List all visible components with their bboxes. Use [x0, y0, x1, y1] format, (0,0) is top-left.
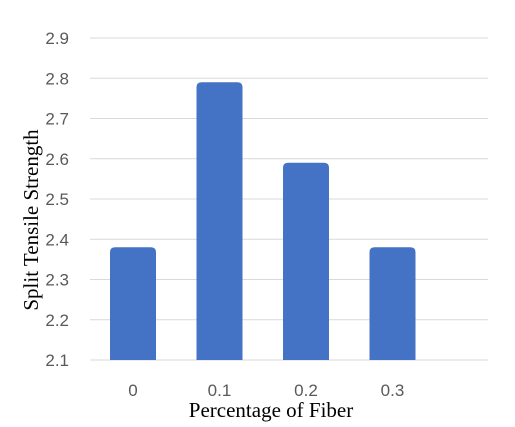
y-tick-label: 2.8 — [45, 69, 69, 88]
x-tick-label: 0.2 — [294, 381, 318, 400]
y-axis-title: Split Tensile Strength — [19, 129, 43, 311]
bar-0.3 — [369, 247, 416, 360]
y-tick-label: 2.6 — [45, 150, 69, 169]
y-tick-label: 2.3 — [45, 271, 69, 290]
y-tick-label: 2.5 — [45, 190, 69, 209]
y-tick-labels: 2.1 2.2 2.3 2.4 2.5 2.6 2.7 2.8 2.9 — [45, 29, 69, 370]
y-tick-label: 2.2 — [45, 311, 69, 330]
x-tick-labels: 0 0.1 0.2 0.3 — [128, 381, 404, 400]
y-tick-label: 2.9 — [45, 29, 69, 48]
x-axis-title: Percentage of Fiber — [189, 398, 353, 422]
bar-0.2 — [283, 162, 329, 360]
x-tick-label: 0.1 — [208, 381, 232, 400]
bar-0 — [110, 247, 156, 360]
bars — [110, 82, 416, 361]
y-tick-label: 2.4 — [45, 230, 69, 249]
x-tick-label: 0.3 — [381, 381, 405, 400]
y-tick-label: 2.1 — [45, 351, 69, 370]
y-tick-label: 2.7 — [45, 110, 69, 129]
bar-0.1 — [196, 82, 243, 361]
x-tick-label: 0 — [128, 381, 137, 400]
